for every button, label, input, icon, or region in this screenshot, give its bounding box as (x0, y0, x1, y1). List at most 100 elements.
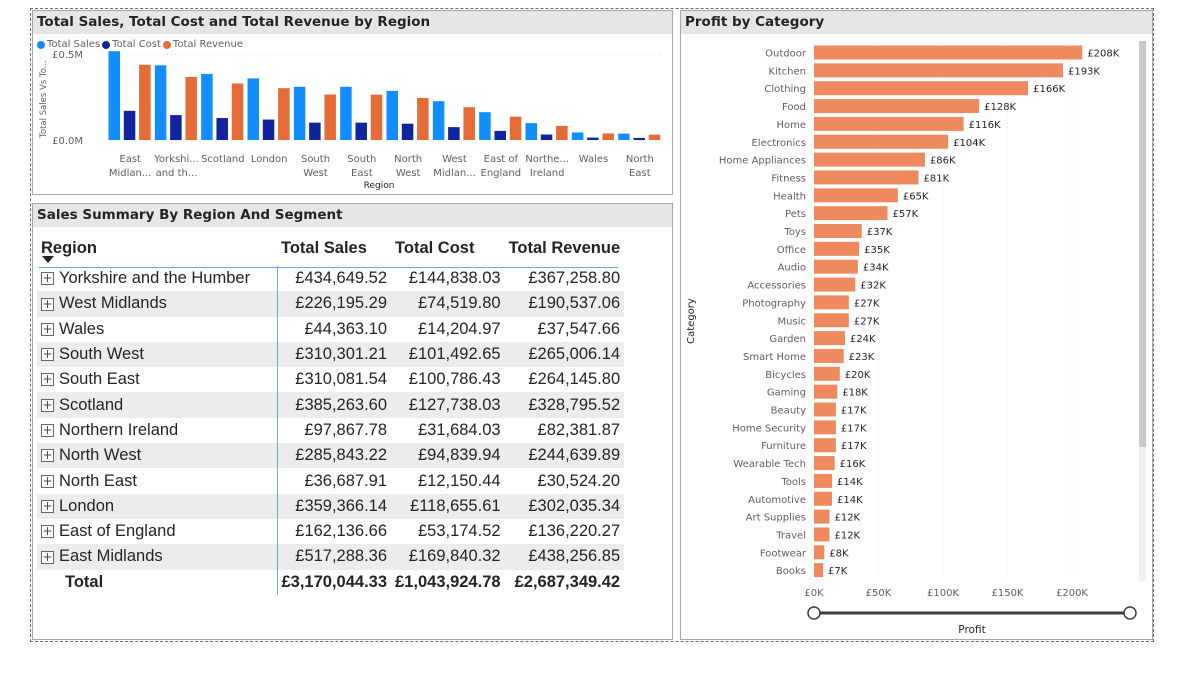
bar-total-revenue[interactable] (231, 83, 244, 140)
expand-icon[interactable]: + (41, 448, 54, 463)
scrollbar-thumb[interactable] (1139, 41, 1146, 447)
expand-icon[interactable]: + (41, 271, 54, 286)
profit-by-category-chart[interactable]: Profit by Category £0K £50K £100K £150K £200… (680, 10, 1153, 640)
profit-bar[interactable] (814, 81, 1029, 96)
profit-bar[interactable] (814, 348, 844, 363)
profit-bar[interactable] (814, 563, 824, 578)
bar-total-sales[interactable] (432, 101, 445, 140)
legend-item-sales[interactable]: Total Sales (37, 39, 100, 50)
expand-icon[interactable]: + (41, 423, 54, 438)
table-row[interactable]: + West Midlands £226,195.29 £74,519.80 £190,… (37, 291, 625, 317)
bar-total-sales[interactable] (108, 51, 121, 140)
profit-bar[interactable] (814, 63, 1063, 78)
table-row[interactable]: + Yorkshire and the Humber £434,649.52 £144… (37, 266, 624, 292)
bar-total-sales[interactable] (618, 133, 630, 140)
sales-summary-matrix[interactable]: Sales Summary By Region And Segment Regi… (32, 203, 673, 640)
profit-bar[interactable] (814, 331, 845, 346)
table-row[interactable]: + South West £310,301.21 £101,492.65 £265,00… (37, 341, 625, 368)
expand-icon[interactable]: + (41, 397, 54, 412)
table-row[interactable]: + North West £285,843.22 £94,839.94 £244,639… (37, 443, 625, 469)
bar-total-revenue[interactable] (463, 107, 475, 140)
zoom-slider-end-handle[interactable] (1123, 606, 1137, 620)
expand-icon[interactable]: + (41, 524, 54, 539)
bar-total-sales[interactable] (201, 73, 213, 140)
sort-descending-icon[interactable] (42, 256, 54, 263)
bar-total-sales[interactable] (571, 132, 584, 140)
bar-total-revenue[interactable] (278, 88, 290, 140)
bar-total-sales[interactable] (386, 90, 399, 140)
bar-total-cost[interactable] (448, 127, 460, 140)
bar-total-cost[interactable] (540, 134, 553, 140)
profit-bar[interactable] (814, 545, 825, 560)
bar-total-revenue[interactable] (370, 94, 383, 140)
profit-bar[interactable] (814, 384, 838, 399)
profit-bar[interactable] (814, 313, 849, 328)
bar-total-revenue[interactable] (556, 125, 568, 140)
bar-total-sales[interactable] (340, 86, 352, 140)
table-row[interactable]: + Wales £44,363.10 £14,204.97 £37,547.66 (37, 316, 624, 342)
profit-bar[interactable] (814, 134, 949, 149)
profit-bar[interactable] (814, 224, 862, 238)
bar-total-sales[interactable] (293, 86, 306, 140)
profit-bar[interactable] (814, 438, 836, 453)
column-header-revenue[interactable]: Total Revenue (508, 238, 621, 257)
bar-total-cost[interactable] (587, 137, 599, 140)
bar-total-cost[interactable] (309, 122, 321, 140)
column-header-cost[interactable]: Total Cost (395, 238, 475, 257)
profit-bar[interactable] (814, 188, 898, 203)
bar-total-revenue[interactable] (324, 94, 336, 140)
bar-total-revenue[interactable] (509, 116, 522, 140)
bar-total-sales[interactable] (525, 123, 538, 140)
legend-item-revenue[interactable]: Total Revenue (162, 39, 243, 50)
bar-total-revenue[interactable] (417, 97, 429, 140)
profit-bar[interactable] (814, 99, 980, 114)
bar-total-cost[interactable] (355, 122, 367, 140)
profit-bar[interactable] (814, 259, 858, 274)
profit-bar[interactable] (814, 491, 833, 506)
bar-total-sales[interactable] (479, 112, 491, 140)
bar-total-revenue[interactable] (602, 133, 614, 140)
profit-bar[interactable] (814, 152, 925, 167)
sales-cost-revenue-chart[interactable]: Total Sales, Total Cost and Total Revenu… (32, 10, 673, 195)
bar-total-cost[interactable] (123, 110, 136, 140)
table-row[interactable]: + East Midlands £517,288.36 £169,840.32 £438… (37, 544, 625, 570)
profit-bar[interactable] (814, 170, 919, 185)
bar-total-cost[interactable] (170, 115, 182, 140)
column-header-sales[interactable]: Total Sales (281, 238, 367, 257)
profit-bar[interactable] (814, 366, 840, 381)
table-row[interactable]: + South East £310,081.54 £100,786.43 £264,14… (37, 367, 624, 393)
expand-icon[interactable]: + (41, 296, 54, 311)
bar-total-cost[interactable] (633, 137, 645, 140)
profit-bar[interactable] (814, 402, 836, 417)
profit-bar[interactable] (814, 420, 836, 435)
bar-total-sales[interactable] (247, 78, 260, 140)
expand-icon[interactable]: + (41, 321, 54, 336)
profit-bar[interactable] (814, 527, 830, 542)
bar-total-cost[interactable] (262, 119, 275, 140)
table-row[interactable]: + London £359,366.14 £118,655.61 £302,035.34 (37, 493, 625, 519)
table-row[interactable]: + East of England £162,136.66 £53,174.52 £13… (37, 518, 624, 545)
bar-total-sales[interactable] (154, 65, 167, 140)
bar-total-revenue[interactable] (139, 64, 151, 140)
expand-icon[interactable]: + (41, 347, 54, 362)
bar-total-cost[interactable] (401, 123, 414, 140)
profit-bar[interactable] (814, 45, 1083, 60)
profit-bar[interactable] (814, 473, 833, 488)
expand-icon[interactable]: + (41, 473, 54, 488)
profit-bar[interactable] (814, 206, 888, 221)
bar-total-cost[interactable] (216, 118, 228, 140)
profit-bar[interactable] (814, 295, 849, 310)
expand-icon[interactable]: + (41, 498, 54, 513)
table-row[interactable]: + Scotland £385,263.60 £127,738.03 £328,795.… (37, 392, 625, 418)
profit-bar[interactable] (814, 116, 964, 131)
expand-icon[interactable]: + (41, 372, 54, 387)
bar-total-revenue[interactable] (185, 76, 197, 140)
bar-total-revenue[interactable] (648, 134, 661, 140)
legend-item-cost[interactable]: Total Cost (102, 39, 161, 50)
column-header-region[interactable]: Region (41, 238, 97, 257)
zoom-slider-start-handle[interactable] (807, 606, 821, 620)
table-row[interactable]: + North East £36,687.91 £12,150.44 £30,524.2… (37, 468, 624, 494)
profit-bar[interactable] (814, 277, 856, 292)
profit-bar[interactable] (814, 509, 830, 524)
profit-bar[interactable] (814, 456, 835, 471)
